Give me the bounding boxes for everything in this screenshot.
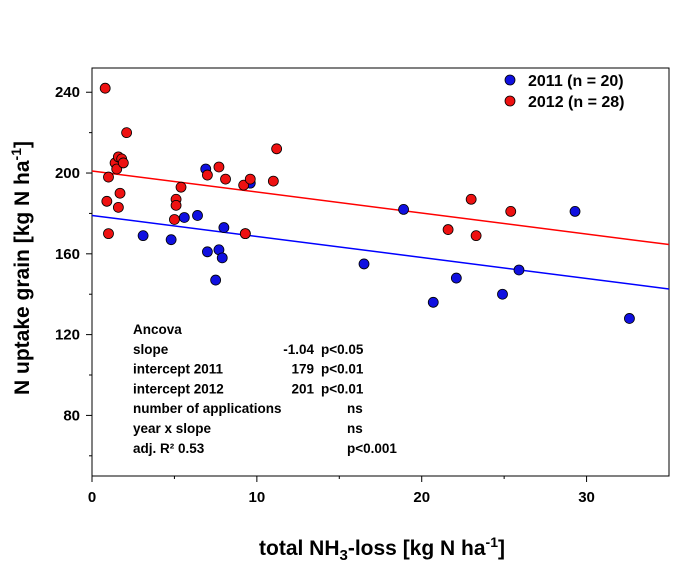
data-point-2011 — [450, 272, 462, 284]
stat-value: -1.04 — [283, 342, 314, 357]
y-tick-label: 80 — [63, 407, 80, 424]
data-point-2011 — [569, 206, 581, 217]
data-point-2012 — [103, 171, 114, 183]
data-point-2011 — [624, 313, 635, 324]
data-point-2012 — [239, 228, 251, 240]
data-point-2012 — [220, 173, 231, 185]
data-point-2012 — [112, 201, 124, 213]
data-point-2011 — [201, 246, 213, 258]
regression-line-2012 — [91, 170, 670, 246]
data-point-2012 — [238, 179, 250, 191]
data-point-2011 — [513, 264, 525, 276]
data-point-2011 — [427, 296, 439, 308]
regression-line-2011 — [91, 214, 670, 290]
stat-p-value: ns — [347, 421, 363, 436]
stat-label: year x slope — [133, 421, 212, 436]
legend-marker-2012 — [504, 95, 516, 107]
data-point-2012 — [103, 228, 114, 240]
data-point-2011 — [497, 288, 508, 300]
stat-label: number of applications — [133, 401, 282, 416]
stat-value: 201 — [291, 381, 314, 396]
data-points — [99, 82, 635, 324]
x-axis-title: total NH3-loss [kg N ha-1] — [259, 534, 505, 564]
stat-value: 179 — [291, 362, 314, 377]
stat-p-value: p<0.05 — [321, 342, 364, 357]
stat-p-value: p<0.01 — [321, 381, 364, 396]
y-tick-label: 200 — [55, 165, 80, 182]
data-point-2012 — [101, 195, 113, 207]
data-point-2012 — [470, 230, 482, 242]
data-point-2012 — [442, 224, 454, 235]
data-point-2012 — [505, 206, 517, 217]
legend-label-2012: 2012 (n = 28) — [528, 94, 625, 111]
data-point-2012 — [117, 157, 129, 169]
data-point-2011 — [137, 230, 149, 242]
data-point-2011 — [192, 210, 203, 221]
stat-p-value: p<0.001 — [347, 441, 397, 456]
data-point-2011 — [165, 234, 177, 246]
stat-label: Ancova — [133, 322, 182, 337]
data-point-2011 — [358, 258, 370, 270]
data-point-2012 — [170, 199, 182, 211]
plot-frame — [91, 67, 670, 477]
data-point-2011 — [210, 274, 222, 286]
data-point-2012 — [267, 175, 279, 187]
y-axis-title: N uptake grain [kg N ha-1] — [8, 141, 34, 395]
data-point-2011 — [216, 252, 228, 264]
data-point-2012 — [175, 181, 187, 193]
stat-label: slope — [133, 342, 169, 357]
data-point-2012 — [121, 127, 133, 139]
x-axis: 0 10 20 30 — [88, 476, 595, 506]
ancova-annotation: Ancova slope -1.04 p<0.05 intercept 2011 179 p… — [133, 322, 397, 456]
legend-label-2011: 2011 (n = 20) — [528, 73, 624, 90]
stat-label: adj. R² 0.53 — [133, 441, 205, 456]
data-point-2012 — [465, 193, 477, 205]
x-tick-label: 10 — [249, 489, 266, 506]
data-point-2011 — [178, 212, 190, 223]
data-point-2012 — [271, 143, 283, 155]
y-tick-label: 160 — [55, 246, 80, 263]
x-tick-label: 30 — [578, 489, 595, 506]
stat-p-value: ns — [347, 401, 363, 416]
data-point-2012 — [99, 82, 111, 94]
data-point-2012 — [201, 169, 213, 181]
data-point-2012 — [244, 173, 256, 185]
legend-marker-2011 — [504, 74, 516, 86]
stat-label: intercept 2012 — [133, 381, 224, 396]
regression-lines — [91, 170, 670, 290]
stat-label: intercept 2011 — [133, 362, 224, 377]
stat-p-value: p<0.01 — [321, 362, 364, 377]
x-tick-label: 20 — [413, 489, 430, 506]
data-point-2012 — [114, 187, 126, 199]
data-point-2011 — [218, 222, 230, 233]
y-tick-label: 240 — [55, 84, 80, 101]
data-point-2012 — [213, 161, 225, 173]
data-point-2012 — [169, 214, 180, 225]
y-tick-label: 120 — [55, 327, 80, 344]
data-point-2012 — [111, 163, 123, 175]
legend: 2011 (n = 20) 2012 (n = 28) — [504, 73, 625, 111]
data-point-2011 — [398, 203, 409, 215]
y-axis: 80 120 160 200 240 — [55, 84, 92, 457]
x-tick-label: 0 — [88, 489, 96, 506]
